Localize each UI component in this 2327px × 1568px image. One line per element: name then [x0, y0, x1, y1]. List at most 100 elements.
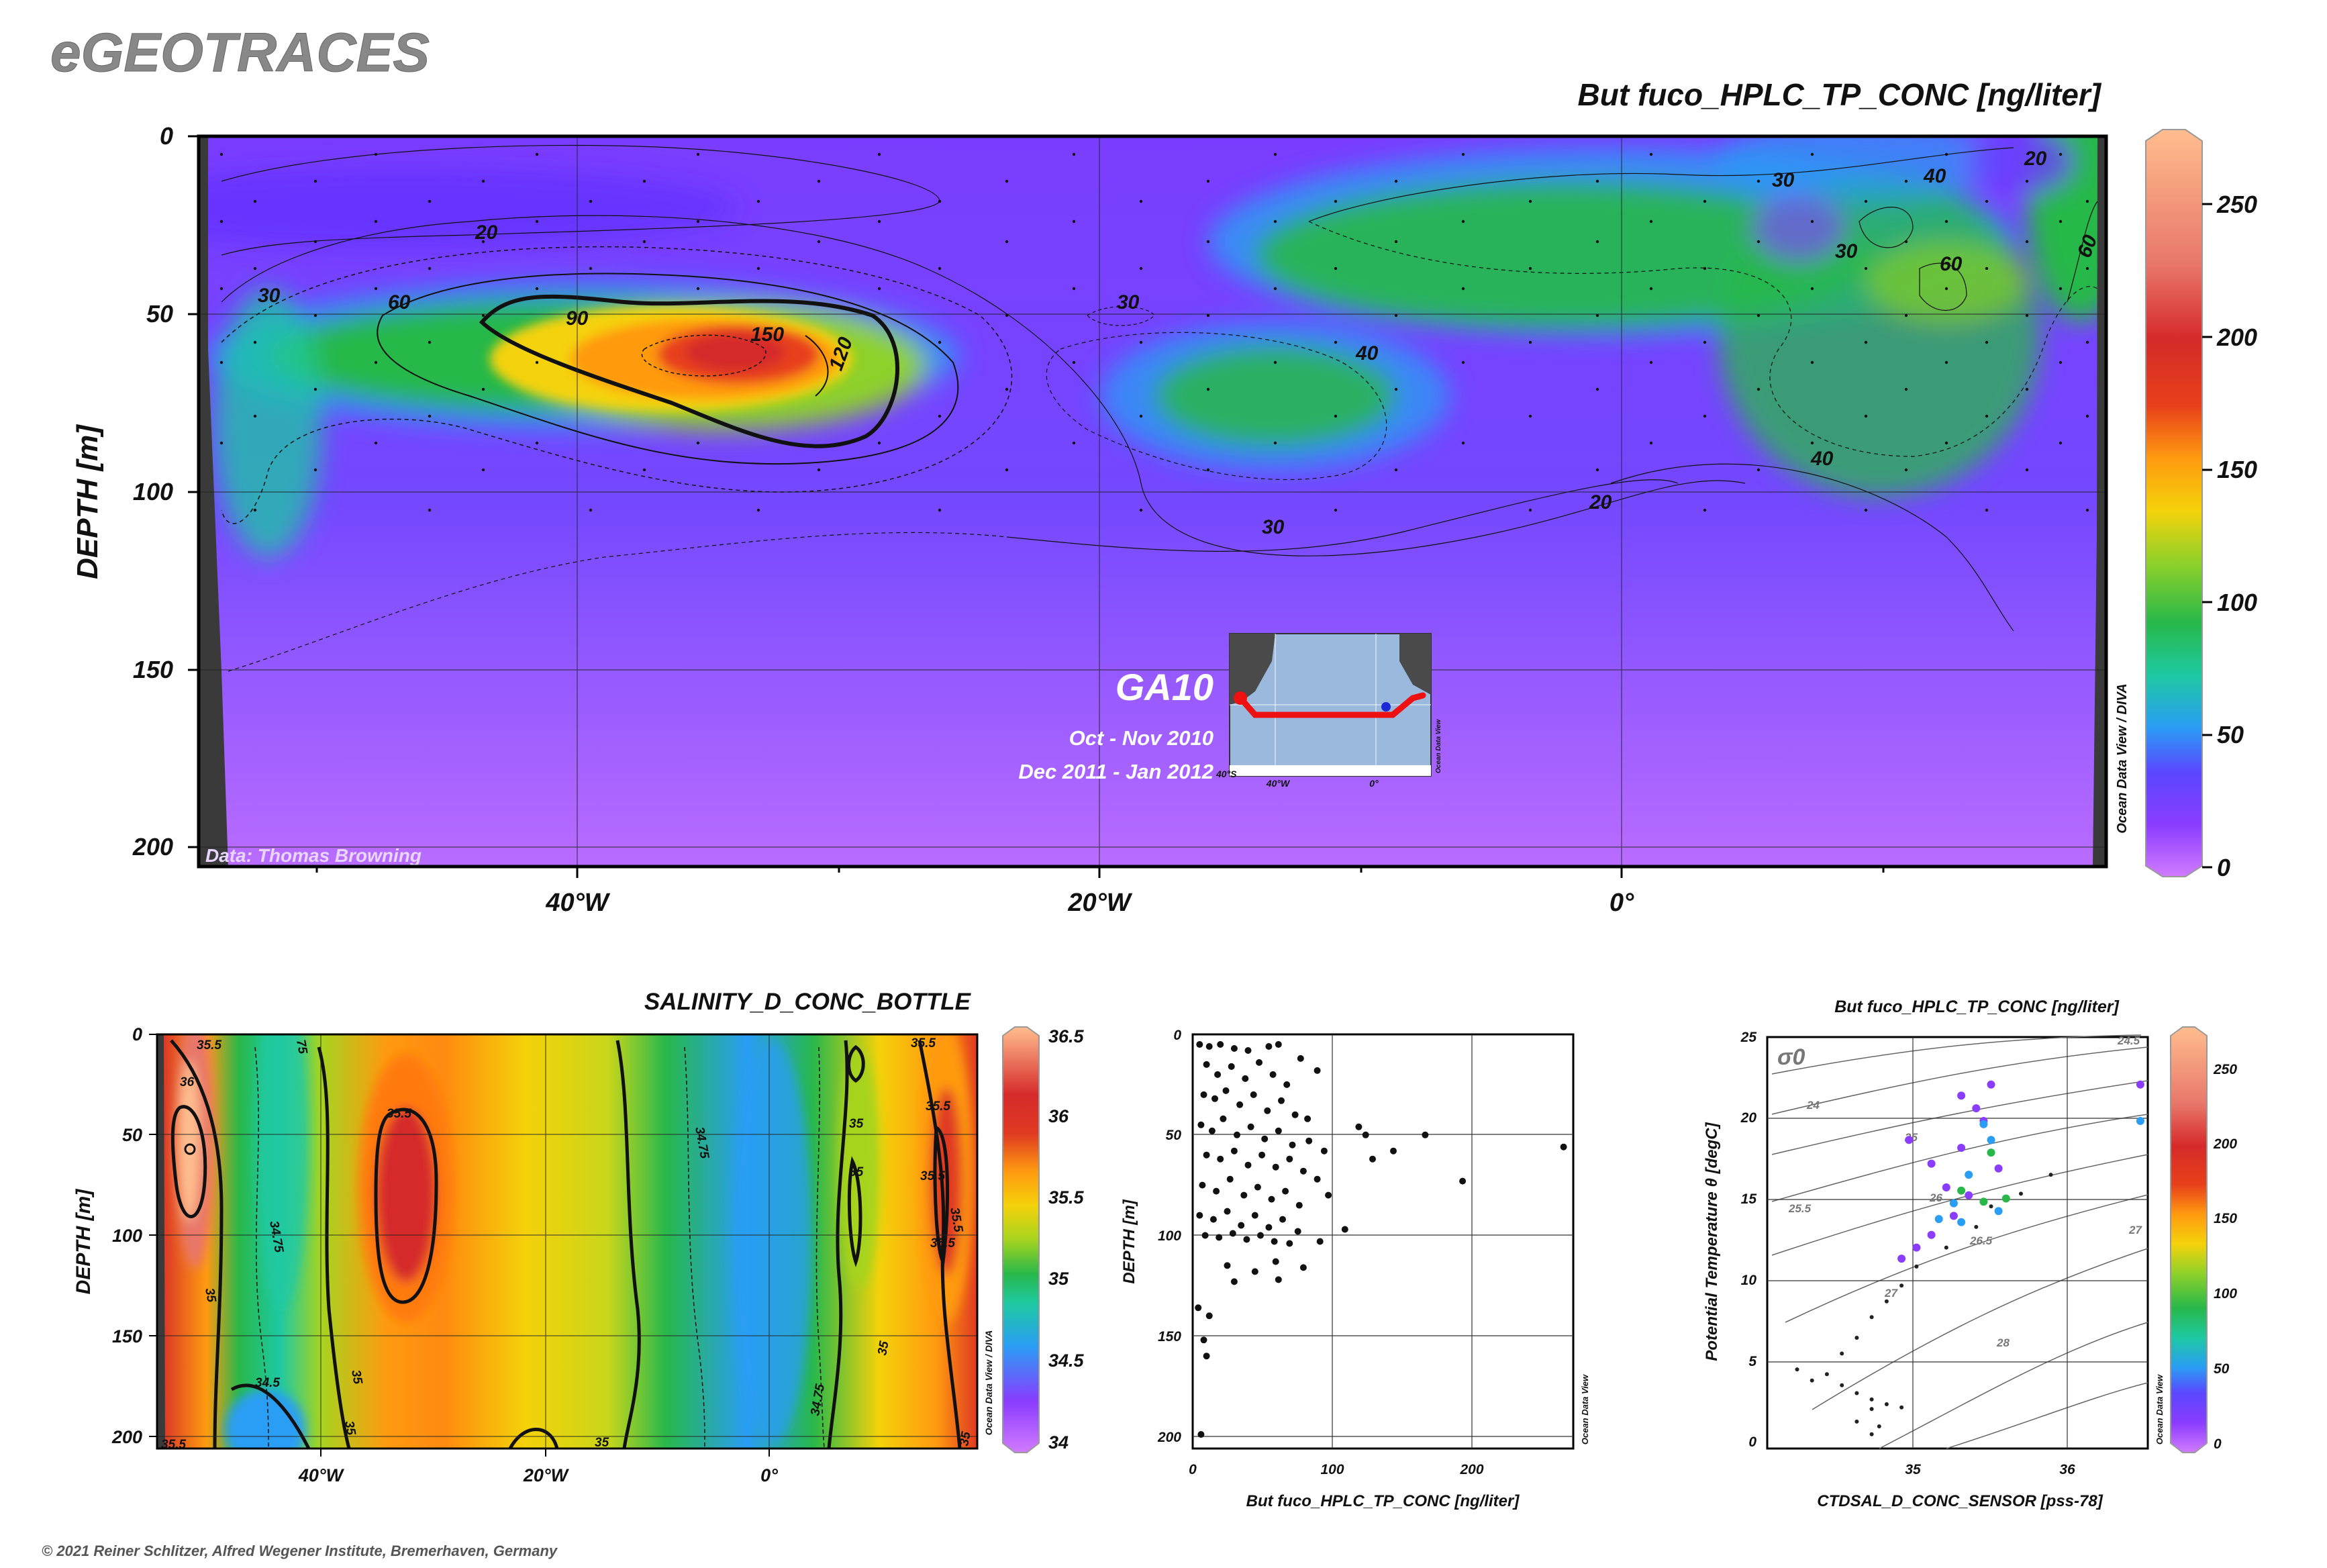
sample-dot: [2085, 414, 2089, 418]
sample-dot: [1528, 266, 1532, 271]
main-x-ticks: 40°W 20°W 0°: [545, 889, 1634, 917]
sample-dot: [877, 219, 881, 224]
ts-x-ticks: 35 36: [1905, 1462, 2075, 1477]
data-point: [1972, 1104, 1981, 1113]
main-odv-label: Ocean Data View / DIVA: [2115, 683, 2130, 833]
sample-dot: [1864, 266, 1868, 271]
x-tick-label: 40°W: [298, 1465, 345, 1485]
contour-label: 35.5: [911, 1036, 936, 1050]
x-tick-label: 200: [1459, 1462, 1483, 1477]
y-tick-label: 150: [1158, 1329, 1181, 1344]
sample-dot: [1005, 179, 1009, 183]
data-point: [1268, 1195, 1275, 1203]
y-tick-label: 5: [1748, 1354, 1756, 1369]
contour-label: 30: [1262, 516, 1285, 538]
colorbar-tick: 35: [1048, 1269, 1069, 1289]
main-contour-labels: 20 30 60 90 150 120 30 40 30 20 30 40 30…: [258, 148, 2102, 538]
sample-dot: [1334, 508, 1338, 512]
sample-dot: [1810, 219, 1814, 224]
data-point: [1979, 1197, 1988, 1206]
main-y-axis-label: DEPTH [m]: [71, 424, 104, 579]
sample-dot: [1756, 387, 1761, 391]
sample-dot: [1595, 387, 1599, 391]
data-point: [1197, 1431, 1205, 1438]
contour-label: 20: [2024, 148, 2047, 170]
x-tick-label: 20°W: [523, 1465, 570, 1485]
data-point: [2001, 1194, 2010, 1203]
data-point: [1884, 1299, 1889, 1304]
sample-dot: [2059, 219, 2063, 224]
data-credit: Data: Thomas Browning: [205, 845, 422, 866]
sample-dot: [1985, 266, 1989, 271]
profile-odv-label: Ocean Data View: [1580, 1374, 1590, 1444]
isopycnal-label: 27: [1884, 1287, 1898, 1300]
sample-dot: [1273, 360, 1277, 364]
data-point: [1897, 1255, 1906, 1263]
data-point: [1422, 1131, 1429, 1138]
contour-label: 35.5: [930, 1236, 955, 1251]
data-point: [1265, 1043, 1273, 1050]
sample-dot: [696, 287, 700, 291]
contour-label: 30: [1117, 291, 1140, 313]
main-ticks: [188, 135, 1885, 878]
colorbar-tick: 36: [1048, 1106, 1069, 1126]
y-tick-label: 15: [1741, 1191, 1757, 1207]
sample-dot: [1072, 360, 1076, 364]
data-point: [1824, 1372, 1829, 1377]
contour-label: 35: [202, 1287, 218, 1304]
data-point: [1560, 1143, 1567, 1150]
data-point: [1286, 1155, 1293, 1163]
colorbar-tick: 100: [2214, 1286, 2237, 1302]
colorbar-tick: 50: [2214, 1361, 2230, 1377]
contour-label: 30: [1772, 169, 1795, 191]
profile-points: [1195, 1041, 1567, 1438]
sample-dot: [1139, 508, 1143, 512]
sample-dot: [1528, 508, 1532, 512]
data-point: [1355, 1123, 1363, 1130]
sample-dot: [1139, 266, 1143, 271]
sample-dot: [1139, 340, 1143, 344]
sample-dot: [1756, 468, 1761, 472]
isopycnal-label: 28: [1996, 1336, 2010, 1349]
data-point: [1283, 1081, 1291, 1088]
x-tick-label: 20°W: [1067, 889, 1132, 917]
sample-dot: [374, 219, 378, 224]
profile-y-axis-label: DEPTH [m]: [1120, 1199, 1138, 1283]
data-point: [1278, 1097, 1285, 1104]
sample-dot: [1985, 340, 1989, 344]
data-point: [1201, 1232, 1209, 1239]
data-point: [1369, 1155, 1376, 1163]
main-field: 20 30 60 90 150 120 30 40 30 20 30 40 30…: [199, 136, 2106, 867]
sample-dot: [253, 199, 257, 203]
salinity-odv-label: Ocean Data View / DIVA: [983, 1330, 994, 1435]
data-point: [1286, 1240, 1293, 1247]
sigma-label: σ0: [1777, 1044, 1805, 1070]
data-point: [1275, 1276, 1282, 1283]
data-point: [1934, 1215, 1943, 1224]
data-point: [1226, 1175, 1234, 1183]
data-point: [1247, 1123, 1254, 1130]
contour-label: 90: [566, 307, 589, 330]
sample-dot: [313, 179, 317, 183]
main-title: But fuco_HPLC_TP_CONC [ng/liter]: [1578, 77, 2102, 112]
colorbar-tick: 0: [2217, 854, 2230, 881]
data-point: [1295, 1202, 1303, 1209]
sample-dot: [1334, 266, 1338, 271]
y-tick-label: 10: [1741, 1273, 1757, 1288]
data-point: [1243, 1236, 1250, 1243]
sample-dot: [1944, 441, 1948, 445]
sample-dot: [535, 441, 539, 445]
sample-dot: [2085, 340, 2089, 344]
data-point: [1217, 1041, 1224, 1048]
y-tick-label: 150: [112, 1326, 142, 1346]
data-point: [1884, 1402, 1889, 1406]
sample-dot: [1756, 179, 1761, 183]
data-point: [1251, 1212, 1258, 1219]
data-point: [1256, 1059, 1262, 1066]
main-colorbar: 0 50 100 150 200 250: [2145, 129, 2257, 881]
data-point: [1965, 1191, 1973, 1199]
sample-dot: [1649, 287, 1653, 291]
data-point: [1316, 1238, 1324, 1245]
contour-label: 20: [1589, 491, 1612, 513]
